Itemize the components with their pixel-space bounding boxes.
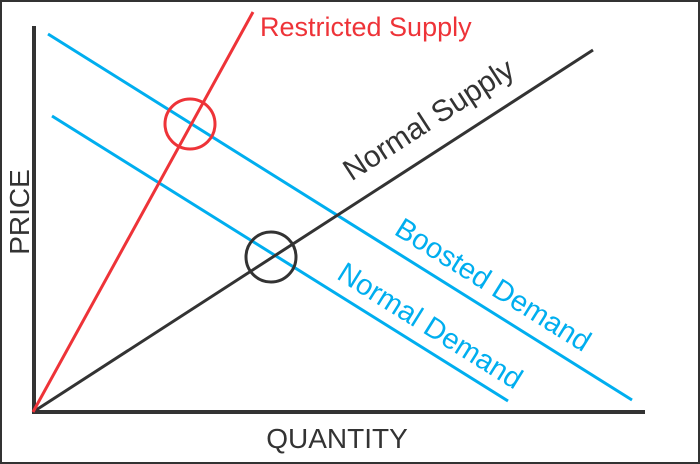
boosted-demand-line [47, 32, 633, 402]
x-axis-label: QUANTITY [266, 423, 408, 454]
restricted-equilibrium-circle [163, 97, 217, 151]
restricted-supply-label: Restricted Supply [260, 12, 472, 42]
normal-equilibrium-circle [244, 230, 298, 284]
normal-supply-label: Normal Supply [337, 53, 520, 188]
normal-demand-line [51, 114, 509, 403]
normal-supply-line [32, 48, 594, 414]
y-axis-label: PRICE [4, 169, 35, 255]
restricted-supply-line [31, 11, 255, 413]
